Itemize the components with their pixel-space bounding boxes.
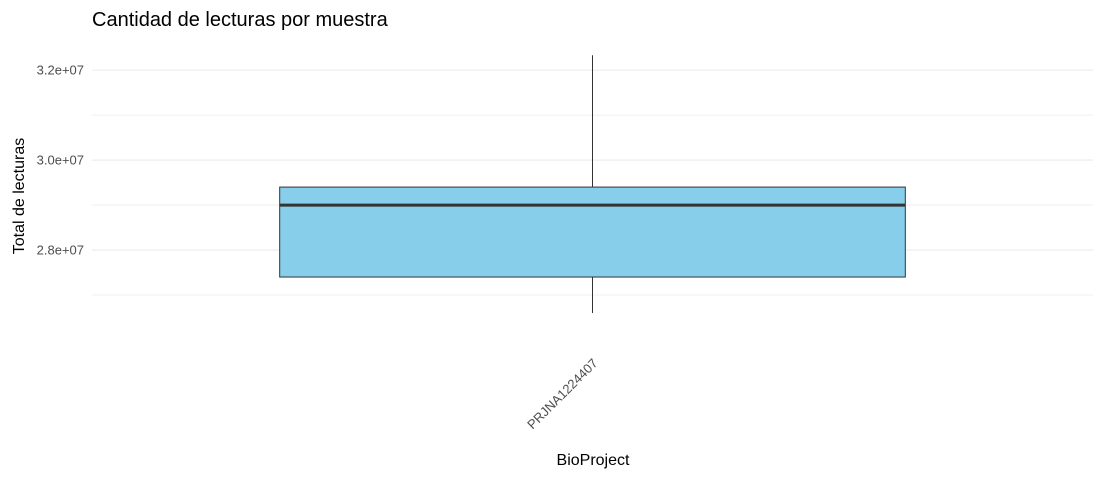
y-axis-title: Total de lecturas xyxy=(11,138,28,255)
box-body xyxy=(279,186,906,278)
x-axis-title: BioProject xyxy=(557,452,630,469)
x-axis-ticks: PRJNA1224407 xyxy=(524,356,601,433)
box-PRJNA1224407 xyxy=(279,55,906,314)
chart-title: Cantidad de lecturas por muestra xyxy=(92,9,389,31)
y-tick-label: 3.0e+07 xyxy=(37,153,84,168)
y-axis-ticks: 2.8e+07 3.0e+07 3.2e+07 xyxy=(37,63,84,258)
x-tick-label: PRJNA1224407 xyxy=(524,356,601,433)
y-tick-label: 3.2e+07 xyxy=(37,63,84,78)
box-series xyxy=(279,55,906,314)
y-tick-label: 2.8e+07 xyxy=(37,243,84,258)
